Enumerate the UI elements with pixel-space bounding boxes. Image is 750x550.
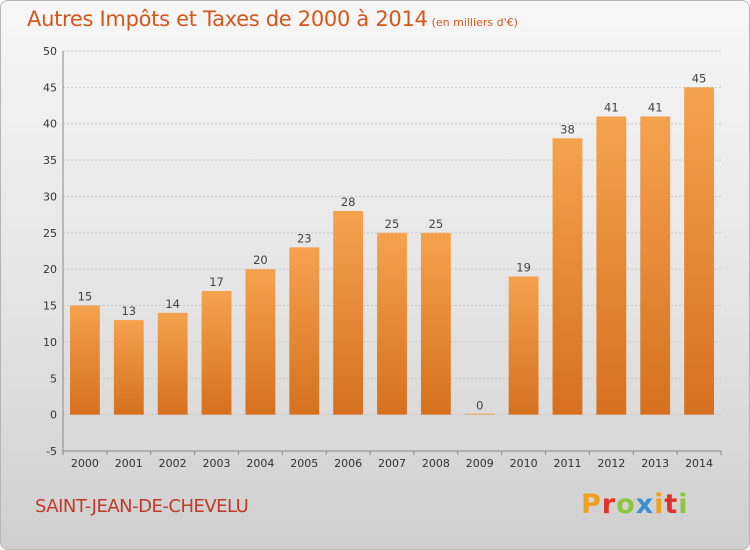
data-label: 28 xyxy=(341,195,356,209)
data-label: 13 xyxy=(121,304,136,318)
data-label: 17 xyxy=(209,275,224,289)
bar xyxy=(420,232,451,415)
bar xyxy=(289,247,320,415)
x-tick-label: 2012 xyxy=(597,457,625,470)
logo-letter: P xyxy=(581,489,602,520)
data-label: 0 xyxy=(476,399,483,413)
data-label: 15 xyxy=(78,290,93,304)
x-tick-label: 2006 xyxy=(334,457,362,470)
bar xyxy=(113,320,144,415)
x-tick-label: 2014 xyxy=(685,457,713,470)
bar xyxy=(552,138,583,415)
axes: -5 0 5 10 15 20 25 30 35 40 45 50 2000 2001 2002 2003 20… xyxy=(43,45,722,470)
x-tick-label: 2001 xyxy=(115,457,143,470)
data-label: 25 xyxy=(429,217,444,231)
bar xyxy=(333,211,364,415)
proxiti-logo[interactable]: Proxiti xyxy=(581,489,689,520)
data-label: 23 xyxy=(297,231,312,245)
y-tick-label: 5 xyxy=(50,372,57,385)
y-tick-label: 10 xyxy=(43,336,57,349)
x-tick-label: 2000 xyxy=(71,457,99,470)
bar xyxy=(201,291,232,415)
data-label: 45 xyxy=(692,71,707,85)
x-tick-label: 2003 xyxy=(203,457,231,470)
data-labels: 15 13 14 17 20 23 28 25 25 0 19 38 41 41 45 xyxy=(78,71,707,412)
data-label: 20 xyxy=(253,253,268,267)
bar xyxy=(70,305,100,415)
bars xyxy=(70,87,714,415)
data-label: 19 xyxy=(516,260,531,274)
x-tick-label: 2002 xyxy=(159,457,187,470)
y-tick-label: 50 xyxy=(43,45,57,58)
x-tick-label: 2011 xyxy=(553,457,581,470)
bar xyxy=(377,232,407,415)
y-tick-label: 45 xyxy=(43,81,57,94)
x-tick-label: 2005 xyxy=(290,457,318,470)
bar xyxy=(596,116,627,415)
y-tick-label: 20 xyxy=(43,263,57,276)
chart-title: Autres Impôts et Taxes de 2000 à 2014 (en… xyxy=(27,7,518,31)
x-tick-label: 2008 xyxy=(422,457,450,470)
data-label: 14 xyxy=(165,297,180,311)
x-tick-label: 2009 xyxy=(466,457,494,470)
logo-letter: i xyxy=(678,489,689,520)
bar xyxy=(640,116,671,415)
logo-letter: o xyxy=(616,489,636,520)
logo-letter: t xyxy=(664,489,679,520)
data-label: 25 xyxy=(385,217,400,231)
logo-letter: x xyxy=(635,489,655,520)
data-label: 41 xyxy=(604,100,619,114)
y-tick-label: 40 xyxy=(43,118,57,131)
y-tick-label: 15 xyxy=(43,300,57,313)
bar xyxy=(684,87,714,415)
data-label: 38 xyxy=(560,122,575,136)
commune-name: SAINT-JEAN-DE-CHEVELU xyxy=(35,496,249,517)
bar xyxy=(245,269,276,415)
y-tick-label: -5 xyxy=(46,445,57,458)
chart-title-text: Autres Impôts et Taxes de 2000 à 2014 xyxy=(27,7,428,31)
y-tick-label: 0 xyxy=(50,409,57,422)
x-tick-label: 2010 xyxy=(510,457,538,470)
logo-letter: i xyxy=(654,489,665,520)
x-tick-label: 2007 xyxy=(378,457,406,470)
x-tick-label: 2013 xyxy=(641,457,669,470)
bar xyxy=(508,276,539,415)
data-label: 41 xyxy=(648,100,663,114)
y-tick-label: 35 xyxy=(43,154,57,167)
y-tick-label: 25 xyxy=(43,227,57,240)
bar xyxy=(464,413,495,415)
bar xyxy=(157,312,188,415)
x-tick-label: 2004 xyxy=(246,457,274,470)
logo-letter: r xyxy=(601,489,617,520)
y-tick-label: 30 xyxy=(43,190,57,203)
chart-unit: (en milliers d'€) xyxy=(431,16,518,29)
